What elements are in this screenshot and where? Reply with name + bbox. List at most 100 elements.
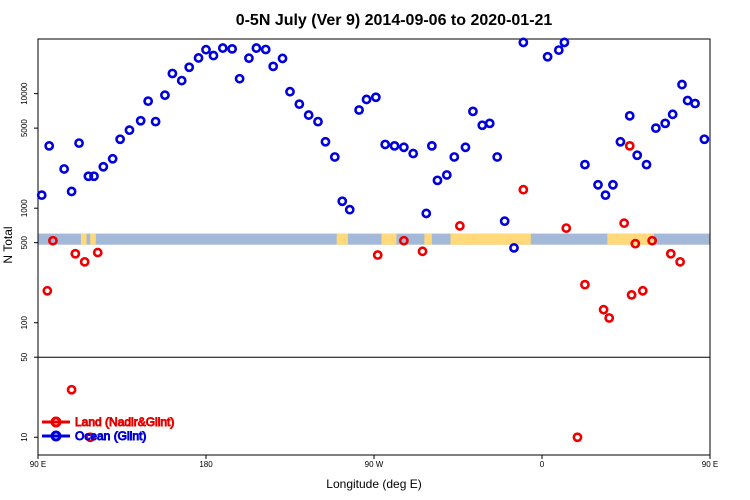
y-tick-label: 50 xyxy=(20,352,29,361)
ocean-point xyxy=(89,171,99,182)
ocean-point xyxy=(600,190,611,201)
ocean-point xyxy=(36,190,47,201)
ocean-point xyxy=(337,196,348,207)
land-point xyxy=(92,247,103,258)
ocean-point xyxy=(227,43,238,54)
land-point xyxy=(42,285,53,296)
ocean-point xyxy=(370,92,381,103)
x-axis: 90 E 180 90 W 0 90 E xyxy=(30,455,718,469)
ocean-point xyxy=(580,159,590,170)
land-point xyxy=(572,432,583,443)
ocean-point xyxy=(184,62,195,73)
ocean-point xyxy=(285,86,295,97)
ocean-band xyxy=(38,233,710,245)
ocean-point xyxy=(699,134,710,145)
ocean-point xyxy=(260,44,271,55)
ocean-point xyxy=(107,153,118,164)
ocean-point xyxy=(320,136,331,147)
ocean-point xyxy=(251,43,262,53)
ocean-point xyxy=(176,75,187,86)
land-point xyxy=(604,313,615,323)
ocean-point xyxy=(492,152,503,162)
land-band-segment xyxy=(80,233,87,245)
ocean-point xyxy=(44,140,55,151)
x-tick-label: 90 E xyxy=(702,460,718,469)
ocean-point xyxy=(59,164,70,174)
ocean-point xyxy=(624,110,635,121)
land-band-segment xyxy=(607,233,654,245)
land-point xyxy=(372,250,383,260)
land-point xyxy=(630,238,641,249)
y-axis-label: N Total xyxy=(1,226,15,263)
ocean-point xyxy=(135,115,146,126)
ocean-point xyxy=(193,53,204,63)
land-point xyxy=(85,432,96,443)
ocean-point xyxy=(389,140,400,151)
ocean-point xyxy=(593,179,603,190)
y-axis: 10 50 100 500 1000 5000 10000 xyxy=(20,82,38,442)
ocean-point xyxy=(143,96,154,107)
land-band-segment xyxy=(381,233,397,245)
land-point xyxy=(624,140,635,151)
data-points xyxy=(36,37,710,443)
ocean-point xyxy=(150,116,161,127)
ocean-point xyxy=(677,79,687,90)
ocean-point xyxy=(641,159,652,170)
ocean-point xyxy=(234,73,245,84)
ocean-point xyxy=(518,37,529,48)
land-point xyxy=(561,223,572,234)
ocean-point xyxy=(354,105,364,115)
ocean-point xyxy=(217,43,228,53)
y-tick-label: 500 xyxy=(20,235,29,249)
land-point xyxy=(70,248,81,259)
ocean-point xyxy=(650,123,661,134)
legend-ocean-label: Ocean (Glint) xyxy=(75,429,146,443)
ocean-point xyxy=(615,136,626,147)
ocean-point xyxy=(468,106,478,117)
ocean-point xyxy=(124,125,135,136)
ocean-point xyxy=(660,118,671,129)
legend: Land (Nadir&Glint) Ocean (Glint) xyxy=(42,415,175,444)
ocean-point xyxy=(460,142,471,153)
ocean-point xyxy=(690,98,700,109)
y-tick-label: 10000 xyxy=(20,82,29,105)
land-band-segment xyxy=(336,233,348,245)
land-point xyxy=(580,279,590,290)
land-point xyxy=(79,256,90,267)
ocean-point xyxy=(682,95,693,106)
ocean-point xyxy=(74,138,84,149)
land-point xyxy=(675,256,686,267)
ocean-point xyxy=(559,37,570,48)
ocean-point xyxy=(66,186,77,197)
land-point xyxy=(619,218,630,229)
legend-land-label: Land (Nadir&Glint) xyxy=(75,415,174,429)
ocean-point xyxy=(542,51,553,62)
ocean-point xyxy=(268,61,279,72)
ocean-point xyxy=(484,118,495,129)
ocean-point xyxy=(313,116,323,127)
ocean-point xyxy=(83,171,94,182)
coverage-band xyxy=(38,233,710,245)
ocean-point xyxy=(509,243,519,253)
ocean-point xyxy=(667,109,678,120)
ocean-point xyxy=(277,53,288,64)
ocean-point xyxy=(329,152,340,162)
ocean-point xyxy=(98,161,109,172)
x-tick-label: 180 xyxy=(199,460,213,469)
ocean-point xyxy=(303,110,314,120)
ocean-point xyxy=(380,139,391,150)
ocean-point xyxy=(553,45,564,55)
ocean-point xyxy=(432,175,443,186)
land-point xyxy=(626,289,637,300)
ocean-point xyxy=(398,142,409,153)
chart-title: 0-5N July (Ver 9) 2014-09-06 to 2020-01-… xyxy=(236,12,553,29)
land-point xyxy=(48,235,58,246)
ocean-point xyxy=(632,150,643,161)
ocean-point xyxy=(201,44,211,55)
ocean-point xyxy=(421,208,432,219)
legend-land-marker xyxy=(50,416,62,428)
land-point xyxy=(417,246,428,257)
y-tick-label: 100 xyxy=(20,316,29,330)
ocean-point xyxy=(208,50,219,61)
